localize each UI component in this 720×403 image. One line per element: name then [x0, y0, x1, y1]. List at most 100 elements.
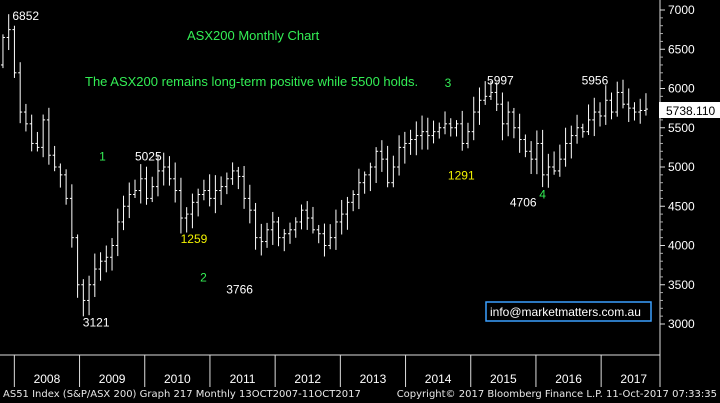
ohlc-bar [586, 104, 591, 136]
ohlc-bar [29, 114, 34, 152]
ohlc-bar [121, 195, 126, 231]
ohlc-bar [500, 92, 505, 141]
ohlc-bar [431, 120, 436, 144]
ohlc-bar [293, 217, 298, 238]
x-tick-label: 2016 [555, 372, 582, 386]
ohlc-bar [362, 171, 367, 194]
ohlc-bar [23, 103, 28, 132]
annotation-yellow: 1259 [181, 232, 208, 246]
ohlc-bar [213, 175, 218, 214]
ohlc-bar [333, 209, 338, 250]
ohlc-bar [173, 162, 178, 203]
ohlc-bar [523, 134, 528, 158]
y-tick-label: 5500 [668, 121, 695, 135]
ohlc-bar [425, 117, 430, 150]
last-price-tag: 5738.110 [659, 102, 720, 118]
ohlc-bar [483, 81, 488, 105]
ohlc-bar [224, 172, 229, 195]
y-tick-label: 5000 [668, 160, 695, 174]
footer-left: AS51 Index (S&P/ASX 200) Graph 217 Month… [3, 389, 361, 400]
ohlc-bar [98, 252, 103, 281]
ohlc-bar [615, 81, 620, 117]
contact-box: info@marketmatters.com.au [485, 301, 652, 322]
ohlc-bar [379, 140, 384, 172]
ohlc-bar [282, 229, 287, 252]
ohlc-bar [443, 111, 448, 135]
annotation-value: 4706 [510, 195, 537, 209]
ohlc-bar [374, 147, 379, 183]
ohlc-bar [563, 127, 568, 167]
ohlc-bar [155, 154, 160, 197]
x-tick-label: 2015 [490, 372, 517, 386]
ohlc-bar [87, 275, 92, 316]
ohlc-bar [115, 208, 120, 257]
ohlc-bar [638, 98, 643, 124]
ohlc-bar [494, 82, 499, 111]
ohlc-bar [35, 131, 40, 152]
ohlc-bar [18, 62, 23, 124]
y-tick-label: 4500 [668, 199, 695, 213]
ohlc-bar [632, 102, 637, 121]
ohlc-bar [196, 188, 201, 217]
ohlc-bar [511, 107, 516, 139]
y-axis: 3000 3500 4000 4500 5000 5500 6000 6500 7000 [659, 0, 695, 355]
ohlc-bar [230, 162, 235, 185]
ohlc-bar [339, 199, 344, 235]
y-tick-label: 3000 [668, 317, 695, 331]
ohlc-bar [454, 120, 459, 137]
ohlc-bar [52, 145, 57, 172]
ohlc-bar [351, 190, 356, 212]
ohlc-bar [265, 222, 270, 248]
x-tick-label: 2011 [230, 372, 256, 386]
ohlc-bar [603, 85, 608, 125]
annotation-wave: 1 [99, 150, 106, 164]
ohlc-bar [184, 207, 189, 233]
y-tick-label: 7000 [668, 3, 695, 17]
ohlc-bar [247, 184, 252, 224]
ohlc-bar [414, 121, 419, 156]
annotation-value: 6852 [12, 9, 39, 23]
ohlc-bar [569, 125, 574, 159]
ohlc-bar [161, 152, 166, 186]
ohlc-bar [46, 107, 51, 165]
ohlc-bar [609, 92, 614, 120]
ohlc-bar [12, 25, 17, 78]
ohlc-bar [259, 223, 264, 256]
ohlc-bar [167, 156, 172, 186]
x-tick-label: 2017 [620, 372, 647, 386]
y-tick-label: 3500 [668, 278, 695, 292]
ohlc-bar [104, 245, 109, 273]
ohlc-bar [110, 238, 115, 271]
ohlc-bar [643, 93, 648, 116]
ohlc-bar [626, 88, 631, 123]
ohlc-bar [219, 176, 224, 205]
ohlc-bar [408, 129, 413, 155]
ohlc-bar [368, 162, 373, 192]
ohlc-bar [276, 216, 281, 247]
ohlc-bar [385, 145, 390, 188]
ohlc-bar [288, 222, 293, 244]
annotation-wave: 4 [539, 187, 546, 201]
annotation-wave: 3 [445, 76, 452, 90]
ohlc-bar [356, 168, 361, 210]
x-tick-label: 2014 [425, 372, 452, 386]
ohlc-bar [328, 224, 333, 250]
asx200-chart: 3000 3500 4000 4500 5000 5500 6000 6500 7000 200… [0, 0, 720, 387]
ohlc-bar [322, 223, 327, 257]
contact-email: info@marketmatters.com.au [490, 305, 641, 319]
ohlc-bar [598, 102, 603, 127]
ohlc-bar [58, 163, 63, 188]
ohlc-bar [506, 101, 511, 137]
ohlc-bar [437, 122, 442, 139]
ohlc-bar [580, 123, 585, 138]
ohlc-bar [6, 14, 11, 51]
annotation-yellow: 1291 [448, 169, 475, 183]
ohlc-bar [41, 114, 46, 158]
y-tick-label: 6500 [668, 42, 695, 56]
chart-title: ASX200 Monthly Chart [187, 28, 320, 43]
ohlc-bar [575, 114, 580, 144]
ohlc-bar [310, 206, 315, 234]
x-tick-label: 2009 [99, 372, 126, 386]
ohlc-bar [471, 96, 476, 141]
